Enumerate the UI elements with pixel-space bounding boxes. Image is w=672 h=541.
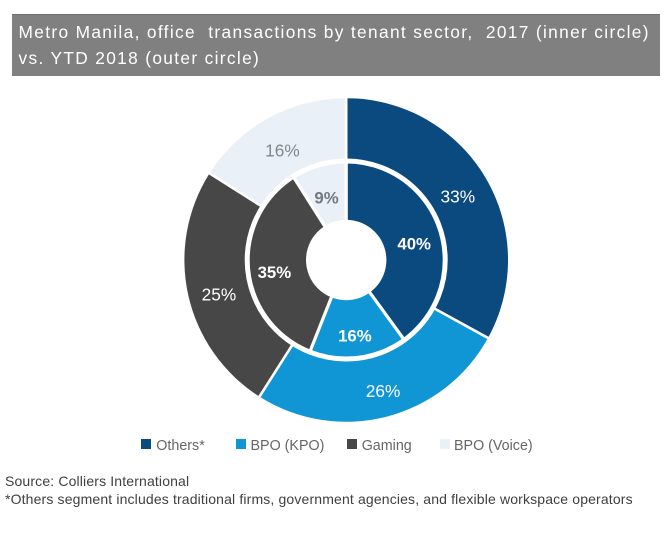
svg-text:26%: 26% <box>366 381 401 401</box>
svg-text:25%: 25% <box>202 285 237 305</box>
svg-text:9%: 9% <box>314 189 338 208</box>
svg-text:16%: 16% <box>265 141 300 161</box>
svg-text:33%: 33% <box>441 187 476 207</box>
svg-text:35%: 35% <box>258 263 292 282</box>
svg-text:40%: 40% <box>397 234 431 253</box>
svg-text:16%: 16% <box>338 326 372 345</box>
